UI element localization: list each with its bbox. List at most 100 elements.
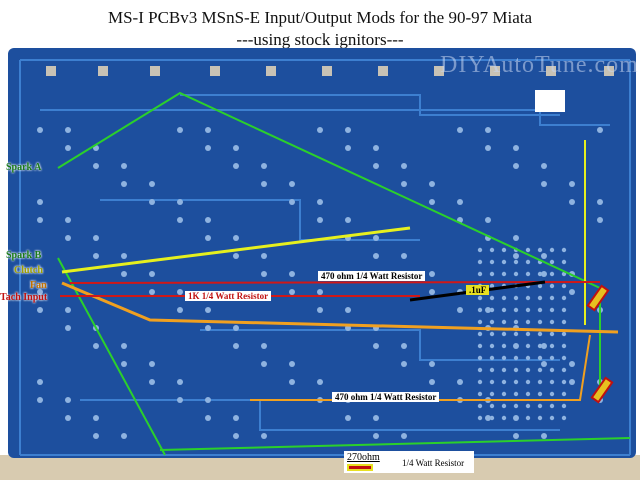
proto-pad — [489, 259, 495, 265]
proto-pad — [549, 379, 555, 385]
proto-pad — [513, 343, 519, 349]
proto-pad — [501, 247, 507, 253]
proto-pad — [501, 343, 507, 349]
proto-pad — [477, 319, 483, 325]
pad — [233, 325, 239, 331]
pad — [37, 379, 43, 385]
proto-pad — [513, 415, 519, 421]
proto-pad — [489, 307, 495, 313]
proto-pad — [537, 367, 543, 373]
pad — [513, 145, 519, 151]
pad — [373, 145, 379, 151]
proto-pad — [489, 271, 495, 277]
pad — [541, 361, 547, 367]
proto-pad — [525, 259, 531, 265]
proto-pad — [489, 391, 495, 397]
pad — [205, 127, 211, 133]
pad — [205, 415, 211, 421]
pad — [345, 307, 351, 313]
proto-pad — [489, 415, 495, 421]
proto-pad — [525, 307, 531, 313]
pad — [597, 199, 603, 205]
proto-pad — [549, 367, 555, 373]
proto-pad — [549, 319, 555, 325]
pad — [289, 271, 295, 277]
proto-pad — [501, 403, 507, 409]
pad — [37, 199, 43, 205]
proto-pad — [525, 331, 531, 337]
proto-pad — [477, 307, 483, 313]
proto-pad — [561, 403, 567, 409]
pad — [401, 361, 407, 367]
pad — [373, 415, 379, 421]
proto-pad — [489, 319, 495, 325]
proto-pad — [525, 403, 531, 409]
pad — [205, 325, 211, 331]
proto-pad — [525, 415, 531, 421]
pad — [149, 289, 155, 295]
pad — [65, 235, 71, 241]
proto-pad — [525, 271, 531, 277]
proto-pad — [513, 403, 519, 409]
pad — [485, 127, 491, 133]
proto-pad — [561, 331, 567, 337]
pad — [65, 145, 71, 151]
pad — [65, 217, 71, 223]
proto-pad — [549, 247, 555, 253]
pad — [373, 235, 379, 241]
pad — [401, 253, 407, 259]
legend-resistor-swatch — [347, 464, 373, 471]
proto-pad — [501, 415, 507, 421]
pad — [177, 397, 183, 403]
pad — [345, 127, 351, 133]
proto-pad — [477, 355, 483, 361]
pad — [233, 163, 239, 169]
pad — [289, 199, 295, 205]
proto-pad — [561, 355, 567, 361]
proto-pad — [489, 379, 495, 385]
proto-pad — [513, 295, 519, 301]
pad — [121, 433, 127, 439]
legend-description: 1/4 Watt Resistor — [402, 458, 465, 468]
pad — [261, 433, 267, 439]
proto-pad — [513, 331, 519, 337]
pad — [345, 145, 351, 151]
proto-pad — [513, 307, 519, 313]
annotation-470-ohm-top: 470 ohm 1/4 Watt Resistor — [318, 271, 426, 281]
pad — [373, 253, 379, 259]
pad — [261, 181, 267, 187]
pad — [289, 181, 295, 187]
pad — [401, 343, 407, 349]
clutch-wire — [61, 226, 411, 274]
pad — [93, 163, 99, 169]
proto-pad — [501, 307, 507, 313]
pad — [429, 361, 435, 367]
pad — [177, 199, 183, 205]
pad — [37, 289, 43, 295]
pad — [541, 253, 547, 259]
pad — [569, 361, 575, 367]
pad — [597, 127, 603, 133]
pad — [93, 415, 99, 421]
ground-wire — [159, 437, 631, 451]
pad — [457, 127, 463, 133]
proto-pad — [537, 331, 543, 337]
proto-pad — [537, 307, 543, 313]
proto-pad — [513, 379, 519, 385]
proto-pad — [537, 355, 543, 361]
pad — [65, 127, 71, 133]
pad — [569, 199, 575, 205]
label-fan: Fan — [30, 280, 47, 291]
pad — [289, 379, 295, 385]
proto-pad — [501, 331, 507, 337]
pcb-traces — [19, 59, 631, 456]
proto-pad — [489, 403, 495, 409]
proto-pad — [537, 379, 543, 385]
pad — [65, 397, 71, 403]
page-title: MS-I PCBv3 MSnS-E Input/Output Mods for … — [107, 8, 533, 27]
proto-pad — [489, 331, 495, 337]
proto-pad — [513, 391, 519, 397]
proto-pad — [477, 295, 483, 301]
pad — [317, 127, 323, 133]
